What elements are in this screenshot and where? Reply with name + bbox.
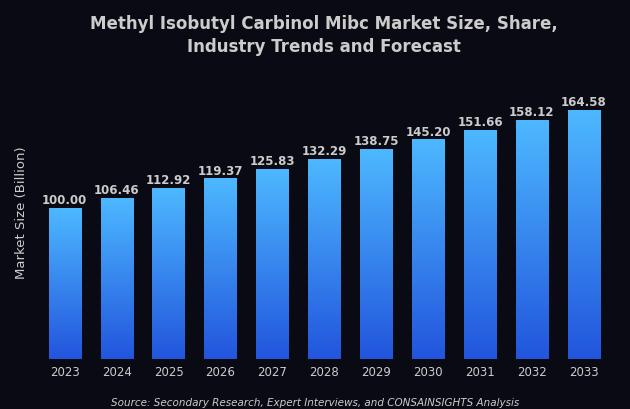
Text: 106.46: 106.46 [94,184,139,197]
Title: Methyl Isobutyl Carbinol Mibc Market Size, Share,
Industry Trends and Forecast: Methyl Isobutyl Carbinol Mibc Market Siz… [90,15,558,56]
Text: 100.00: 100.00 [42,193,88,207]
Text: 125.83: 125.83 [249,155,295,168]
Text: 151.66: 151.66 [457,116,503,128]
Text: Source: Secondary Research, Expert Interviews, and CONSAINSIGHTS Analysis: Source: Secondary Research, Expert Inter… [111,397,519,407]
Text: 164.58: 164.58 [561,96,607,109]
Text: 132.29: 132.29 [302,145,347,158]
Text: 138.75: 138.75 [353,135,399,148]
Y-axis label: Market Size (Billion): Market Size (Billion) [15,146,28,279]
Text: 119.37: 119.37 [198,164,243,177]
Text: 112.92: 112.92 [146,174,192,187]
Text: 158.12: 158.12 [509,106,554,119]
Text: 145.20: 145.20 [405,126,451,138]
